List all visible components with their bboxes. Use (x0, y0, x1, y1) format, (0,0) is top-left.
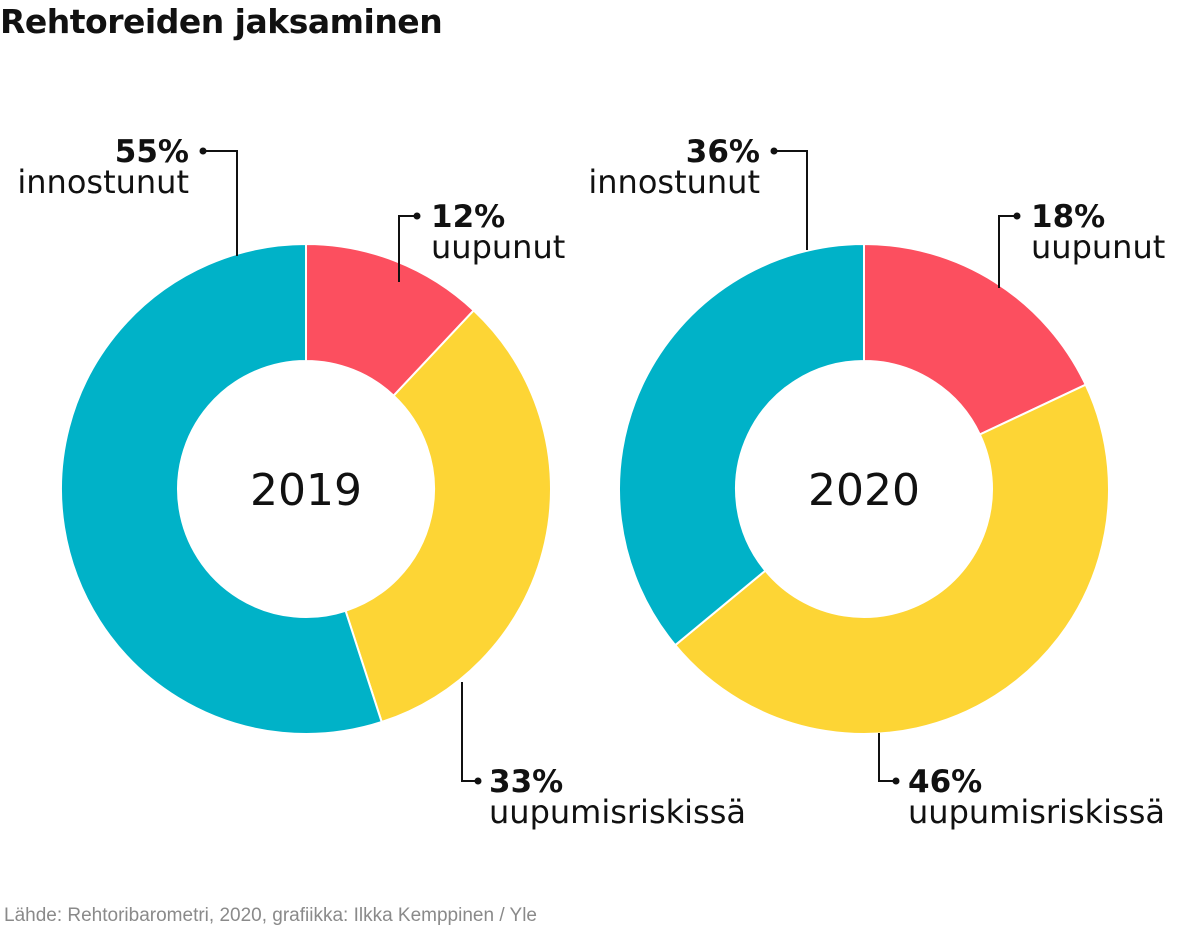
slice-uupumisriskissa-2019 (344, 308, 552, 724)
donut-slices-2020 (618, 242, 1110, 735)
value-label-innostunut-2019: 55% (115, 134, 189, 170)
category-label-uupumisriskissa-2020: uupumisriskissä (908, 793, 1165, 831)
slice-innostunut-2020 (618, 242, 865, 647)
chart-title: Rehtoreiden jaksaminen (0, 2, 443, 41)
category-label-uupunut-2019: uupunut (431, 228, 565, 266)
leader-dot-innostunut-2019 (199, 147, 207, 155)
category-label-innostunut-2020: innostunut (588, 163, 760, 201)
value-label-uupumisriskissa-2019: 33% (489, 764, 563, 800)
value-label-uupunut-2020: 18% (1031, 199, 1105, 235)
donut-chart-2019: 2019 55% innostunut 12% uupunut 33% uupu… (17, 134, 746, 831)
donut-slices-2019 (60, 242, 552, 735)
leader-line-uupunut-2020 (998, 215, 1017, 288)
center-label-2019: 2019 (250, 465, 362, 516)
slice-innostunut-2019 (60, 242, 383, 735)
slice-uupunut-2020 (863, 242, 1088, 436)
value-label-uupumisriskissa-2020: 46% (908, 764, 982, 800)
leader-line-uupumisriskissa-2019 (461, 682, 478, 782)
leader-line-uupunut-2019 (398, 215, 417, 282)
leader-line-innostunut-2019 (203, 150, 238, 256)
category-label-uupunut-2020: uupunut (1031, 228, 1165, 266)
category-label-uupumisriskissa-2019: uupumisriskissä (489, 793, 746, 831)
category-label-innostunut-2019: innostunut (17, 163, 189, 201)
value-label-innostunut-2020: 36% (686, 134, 760, 170)
leader-dot-uupumisriskissa-2020 (892, 777, 900, 785)
slice-uupumisriskissa-2020 (673, 383, 1110, 735)
center-label-2020: 2020 (808, 465, 920, 516)
leader-dot-uupumisriskissa-2019 (474, 777, 482, 785)
leader-line-innostunut-2020 (774, 150, 808, 250)
donut-chart-2020: 2020 36% innostunut 18% uupunut 46% uupu… (588, 134, 1165, 831)
leader-dot-uupunut-2020 (1013, 212, 1021, 220)
value-label-uupunut-2019: 12% (431, 199, 505, 235)
leader-dot-uupunut-2019 (413, 212, 421, 220)
source-note: Lähde: Rehtoribarometri, 2020, grafiikka… (4, 905, 538, 926)
leader-line-uupumisriskissa-2020 (878, 733, 896, 782)
leader-dot-innostunut-2020 (770, 147, 778, 155)
